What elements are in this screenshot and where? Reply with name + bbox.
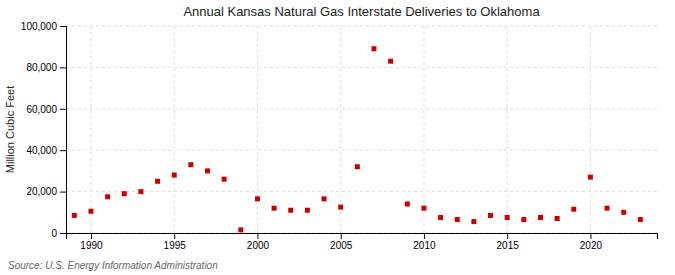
tick-label: 2000: [247, 240, 270, 251]
tick-label: 2015: [497, 240, 520, 251]
point: [505, 215, 510, 220]
y-axis: 0 20,000 40,000 60,000 80,000 100,000: [21, 21, 67, 239]
point: [605, 206, 610, 211]
annotation: Source: U.S. Energy Information Administ…: [8, 260, 218, 271]
point: [471, 219, 476, 224]
point: [421, 206, 426, 211]
point: [571, 207, 576, 212]
tick-mark: [257, 233, 258, 239]
point: [138, 189, 143, 194]
tick-mark: [91, 233, 92, 239]
point: [521, 217, 526, 222]
point: [188, 162, 193, 167]
tick-mark: [60, 150, 66, 151]
grid-line: [340, 26, 341, 233]
tick-label: 100,000: [21, 21, 58, 32]
point: [555, 216, 560, 221]
grid-line: [66, 108, 657, 109]
points: [72, 46, 643, 232]
tick: 2005: [330, 233, 353, 251]
tick: 1990: [80, 233, 103, 251]
grid-line: [66, 150, 657, 151]
grid-line: [507, 26, 508, 233]
tick-mark: [174, 233, 175, 239]
tick: 80,000: [26, 62, 66, 73]
point: [238, 227, 243, 232]
tick-mark: [60, 109, 66, 110]
point: [388, 59, 393, 64]
point: [255, 196, 260, 201]
axis-line: [67, 234, 658, 240]
grid-line: [174, 26, 175, 233]
point: [72, 213, 77, 218]
point: [405, 202, 410, 207]
tick-label: 2020: [580, 240, 603, 251]
point: [205, 168, 210, 173]
point: [355, 164, 360, 169]
tick-mark: [590, 233, 591, 239]
tick: 40,000: [26, 145, 66, 156]
tick: 2000: [247, 233, 270, 251]
tick-label: 40,000: [26, 145, 57, 156]
grid-line: [423, 26, 424, 233]
point: [222, 177, 227, 182]
tick-mark: [60, 26, 66, 27]
point: [172, 173, 177, 178]
point: [88, 209, 93, 214]
tick: 0: [51, 228, 66, 239]
point: [488, 213, 493, 218]
y-axis-title: Million Cubic Feet: [4, 86, 16, 173]
point: [538, 215, 543, 220]
tick: 2015: [497, 233, 520, 251]
tick-mark: [60, 67, 66, 68]
tick: 60,000: [26, 104, 66, 115]
tick-label: 0: [51, 228, 57, 239]
tick-mark: [507, 233, 508, 239]
tick-mark: [60, 233, 66, 234]
tick-label: 2005: [330, 240, 353, 251]
tick-label: 2010: [413, 240, 436, 251]
grid-line: [590, 26, 591, 233]
tick: 2010: [413, 233, 436, 251]
tick-label: 80,000: [26, 62, 57, 73]
title: Annual Kansas Natural Gas Interstate Del…: [183, 4, 540, 19]
grid-line: [66, 191, 657, 192]
tick: 1995: [164, 233, 187, 251]
tick: 20,000: [26, 186, 66, 197]
point: [621, 210, 626, 215]
chart: 1990 1995 2000 2005 2010 2015 2020 0 20,000 40,00…: [0, 0, 675, 275]
point: [272, 206, 277, 211]
grid-line: [257, 26, 258, 233]
x-axis: 1990 1995 2000 2005 2010 2015 2020: [67, 233, 658, 251]
point: [371, 46, 376, 51]
tick-label: 20,000: [26, 186, 57, 197]
point: [338, 205, 343, 210]
grid: [66, 26, 657, 233]
tick: 2020: [580, 233, 603, 251]
point: [438, 215, 443, 220]
point: [588, 175, 593, 180]
grid-line: [90, 26, 91, 233]
tick-label: 60,000: [26, 104, 57, 115]
point: [122, 191, 127, 196]
plot-area: 1990 1995 2000 2005 2010 2015 2020 0 20,000 40,00…: [21, 21, 658, 251]
point: [155, 179, 160, 184]
point: [288, 208, 293, 213]
point: [305, 208, 310, 213]
tick-mark: [424, 233, 425, 239]
tick: 100,000: [21, 21, 66, 32]
axis-line: [60, 27, 67, 234]
point: [322, 196, 327, 201]
point: [105, 194, 110, 199]
grid-line: [66, 67, 657, 68]
point: [455, 217, 460, 222]
grid-line: [66, 26, 657, 27]
tick-mark: [60, 192, 66, 193]
point: [638, 217, 643, 222]
tick-label: 1995: [164, 240, 187, 251]
tick-label: 1990: [80, 240, 103, 251]
tick-mark: [341, 233, 342, 239]
